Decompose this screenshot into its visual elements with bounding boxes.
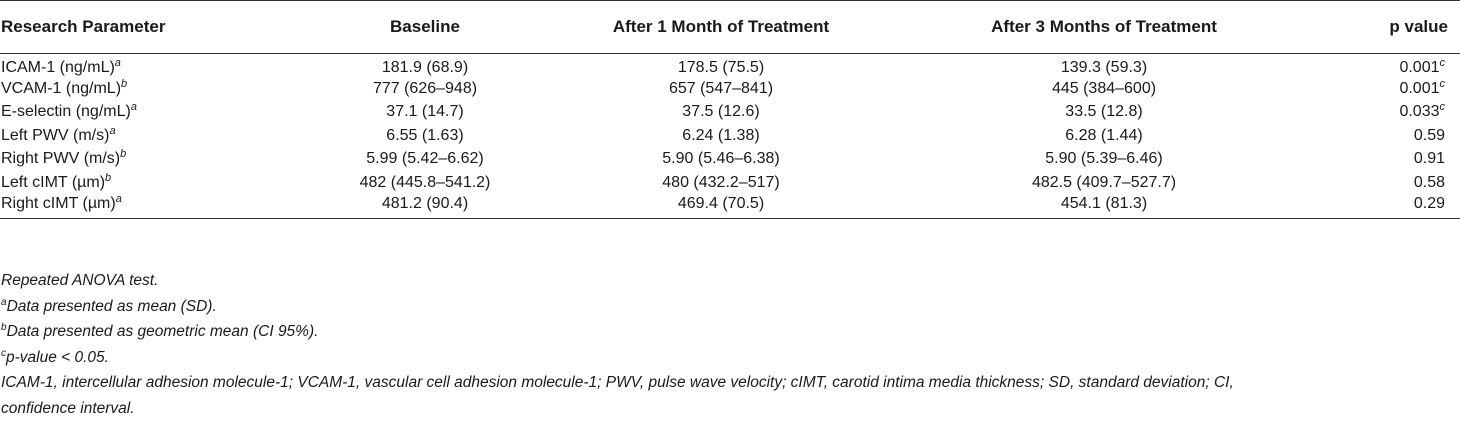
footnote-abbreviations-line1: ICAM-1, intercellular adhesion molecule-…: [1, 374, 1234, 392]
row-parameter: VCAM-1 (ng/mL)b: [0, 77, 292, 101]
footnote-a-mark: a: [1, 296, 7, 308]
row-month-3: 33.5 (12.8): [1065, 103, 1143, 121]
footnote-c-mark: c: [1, 347, 6, 359]
row-baseline: 6.55 (1.63): [386, 126, 464, 144]
p-value-text: 0.033: [1399, 103, 1440, 121]
param-footnote-mark: b: [105, 171, 112, 184]
footnote-c: cp-value < 0.05.: [1, 345, 1441, 371]
row-p-value: 0.001c: [1324, 54, 1460, 78]
row-p-value: 0.58: [1324, 171, 1460, 195]
row-month-1: 6.24 (1.38): [682, 126, 760, 144]
footnote-test: Repeated ANOVA test.: [1, 272, 159, 289]
row-month-1: 178.5 (75.5): [677, 58, 765, 76]
table-row: Left PWV (m/s)a 6.55 (1.63) 6.24 (1.38) …: [0, 124, 1460, 148]
param-footnote-mark: a: [114, 56, 121, 69]
results-table: Research Parameter Baseline After 1 Mont…: [0, 0, 1460, 219]
row-parameter: ICAM-1 (ng/mL)a: [0, 54, 292, 78]
row-month-3: 139.3 (59.3): [1060, 58, 1148, 76]
param-label: Right cIMT (µm): [1, 195, 116, 212]
row-p-value: 0.033c: [1324, 101, 1460, 125]
param-label: Right PWV (m/s): [1, 150, 121, 168]
param-footnote-mark: b: [121, 77, 128, 90]
p-value-text: 0.001: [1399, 79, 1440, 97]
row-baseline: 482 (445.8–541.2): [359, 173, 491, 191]
footnote-a-text: Data presented as mean (SD).: [6, 297, 217, 315]
row-parameter: Right cIMT (µm)a: [0, 193, 292, 219]
row-baseline: 181.9 (68.9): [381, 58, 469, 76]
table-row: VCAM-1 (ng/mL)b 777 (626–948) 657 (547–8…: [0, 77, 1460, 101]
row-parameter: Left cIMT (µm)b: [0, 171, 292, 195]
row-month-1: 480 (432.2–517): [662, 173, 780, 191]
row-baseline: 481.2 (90.4): [292, 194, 558, 219]
p-value-text: 0.59: [1413, 126, 1445, 144]
param-footnote-mark: a: [115, 193, 122, 205]
param-footnote-mark: b: [120, 148, 127, 161]
param-label: VCAM-1 (ng/mL): [1, 79, 122, 97]
table-row: Left cIMT (µm)b 482 (445.8–541.2) 480 (4…: [0, 171, 1460, 195]
row-month-1: 5.90 (5.46–6.38): [662, 150, 780, 168]
table-row: ICAM-1 (ng/mL)a 181.9 (68.9) 178.5 (75.5…: [0, 54, 1460, 78]
row-p-value: 0.91: [1324, 148, 1460, 172]
header-month-3: After 3 Months of Treatment: [884, 0, 1324, 54]
param-label: E-selectin (ng/mL): [1, 103, 131, 121]
header-research-parameter: Research Parameter: [0, 0, 292, 54]
row-parameter: Right PWV (m/s)b: [0, 148, 292, 172]
p-value-text: 0.29: [1413, 195, 1445, 212]
footnote-c-text: p-value < 0.05.: [6, 348, 109, 366]
table-header-row: Research Parameter Baseline After 1 Mont…: [0, 0, 1460, 54]
p-value-text: 0.58: [1413, 173, 1445, 191]
param-label: ICAM-1 (ng/mL): [1, 58, 115, 76]
row-baseline: 37.1 (14.7): [386, 103, 464, 121]
row-month-3: 482.5 (409.7–527.7): [1031, 173, 1177, 191]
p-footnote-mark: c: [1439, 101, 1446, 114]
row-p-value: 0.29: [1324, 194, 1460, 219]
table-row: Right cIMT (µm)a 481.2 (90.4) 469.4 (70.…: [0, 193, 1460, 219]
row-month-3: 445 (384–600): [1051, 79, 1157, 97]
row-month-1: 469.4 (70.5): [558, 194, 884, 219]
param-label: Left cIMT (µm): [1, 173, 106, 191]
table-footnotes: Repeated ANOVA test. aData presented as …: [1, 268, 1441, 422]
param-footnote-mark: a: [109, 124, 116, 137]
p-value-text: 0.001: [1399, 58, 1440, 76]
footnote-abbreviations-line2: confidence interval.: [1, 399, 135, 417]
row-p-value: 0.59: [1324, 124, 1460, 148]
row-p-value: 0.001c: [1324, 77, 1460, 101]
header-month-1: After 1 Month of Treatment: [558, 0, 884, 54]
p-value-text: 0.91: [1413, 150, 1445, 168]
footnote-a: aData presented as mean (SD).: [1, 294, 1441, 320]
table-row: E-selectin (ng/mL)a 37.1 (14.7) 37.5 (12…: [0, 101, 1460, 125]
p-footnote-mark: c: [1439, 77, 1446, 90]
row-month-1: 37.5 (12.6): [682, 103, 760, 121]
row-parameter: E-selectin (ng/mL)a: [0, 101, 292, 125]
table-row: Right PWV (m/s)b 5.99 (5.42–6.62) 5.90 (…: [0, 148, 1460, 172]
footnote-b-mark: b: [1, 322, 7, 334]
row-parameter: Left PWV (m/s)a: [0, 124, 292, 148]
param-label: Left PWV (m/s): [1, 126, 110, 144]
p-footnote-mark: c: [1439, 56, 1446, 69]
row-month-3: 5.90 (5.39–6.46): [1045, 150, 1163, 168]
row-month-1: 657 (547–841): [668, 79, 774, 97]
header-baseline: Baseline: [292, 0, 558, 54]
footnote-b: bData presented as geometric mean (CI 95…: [1, 319, 1441, 345]
row-baseline: 5.99 (5.42–6.62): [366, 150, 484, 168]
header-p-value: p value: [1324, 0, 1460, 54]
row-baseline: 777 (626–948): [372, 79, 478, 97]
footnote-b-text: Data presented as geometric mean (CI 95%…: [6, 323, 319, 341]
row-month-3: 6.28 (1.44): [1065, 126, 1143, 144]
param-footnote-mark: a: [130, 101, 137, 114]
row-month-3: 454.1 (81.3): [884, 194, 1324, 219]
